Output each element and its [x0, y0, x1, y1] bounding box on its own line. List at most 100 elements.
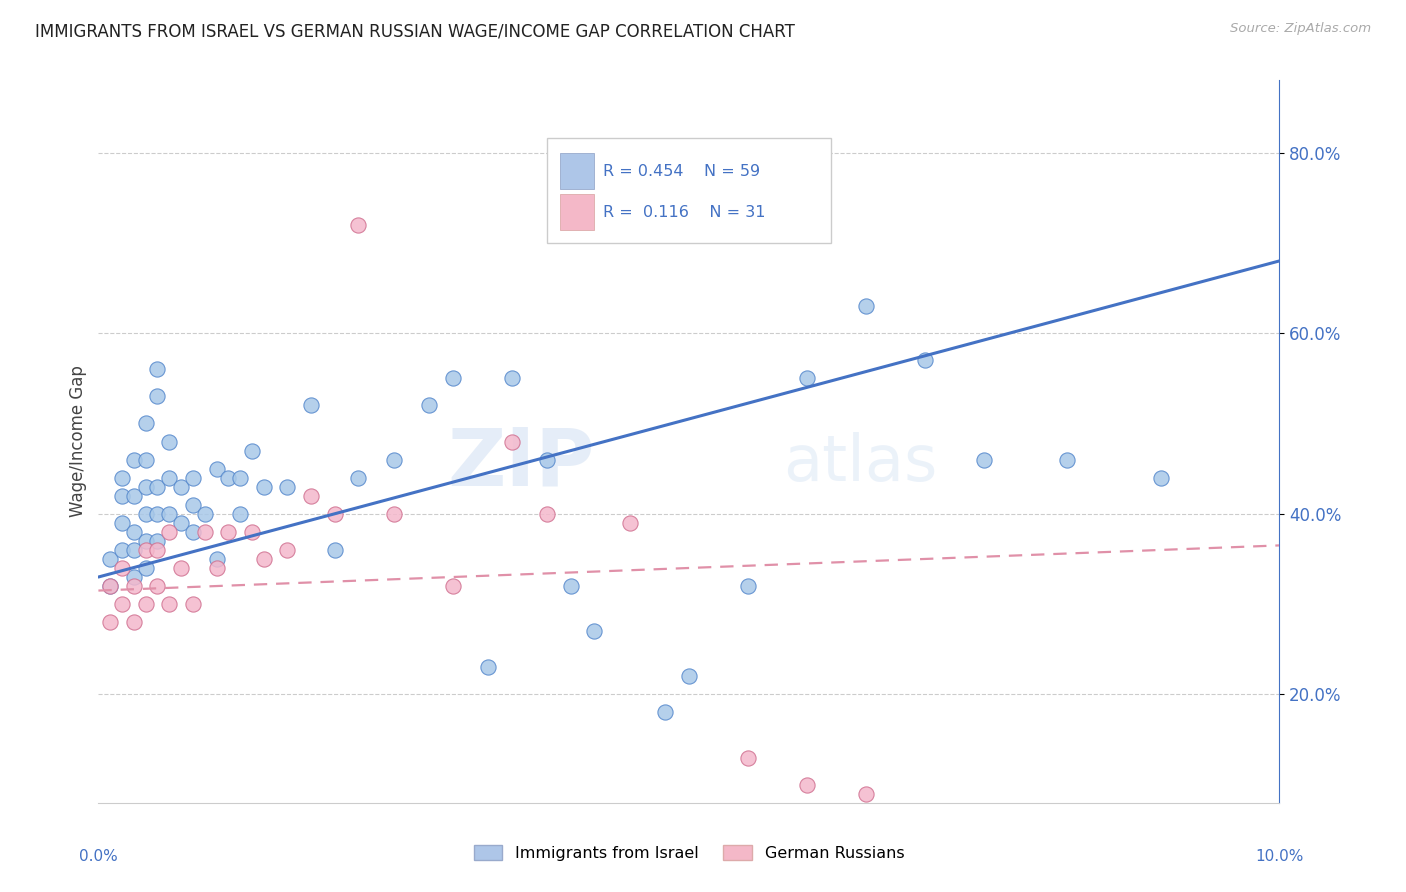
Point	[181, 471, 204, 485]
Point	[347, 218, 370, 232]
Point	[98, 615, 121, 630]
Point	[157, 597, 180, 611]
Point	[111, 489, 134, 503]
Point	[146, 533, 169, 548]
Point	[276, 480, 298, 494]
Point	[111, 597, 134, 611]
Point	[253, 552, 276, 566]
Point	[276, 542, 298, 557]
Point	[98, 579, 121, 593]
Point	[855, 787, 877, 801]
FancyBboxPatch shape	[560, 153, 595, 189]
Point	[382, 452, 405, 467]
Point	[441, 579, 464, 593]
Point	[170, 561, 193, 575]
Point	[146, 579, 169, 593]
Text: ZIP: ZIP	[447, 425, 595, 502]
Point	[111, 516, 134, 530]
Point	[157, 507, 180, 521]
Point	[170, 480, 193, 494]
Text: IMMIGRANTS FROM ISRAEL VS GERMAN RUSSIAN WAGE/INCOME GAP CORRELATION CHART: IMMIGRANTS FROM ISRAEL VS GERMAN RUSSIAN…	[35, 22, 794, 40]
Point	[122, 489, 145, 503]
Point	[205, 461, 228, 475]
Point	[737, 579, 759, 593]
Point	[382, 507, 405, 521]
Point	[135, 480, 157, 494]
Point	[323, 542, 346, 557]
Point	[323, 507, 346, 521]
Point	[205, 552, 228, 566]
Point	[501, 434, 523, 449]
Point	[146, 480, 169, 494]
Point	[122, 570, 145, 584]
Point	[347, 471, 370, 485]
Point	[146, 542, 169, 557]
Point	[170, 516, 193, 530]
Point	[1150, 471, 1173, 485]
Point	[240, 443, 263, 458]
Point	[111, 561, 134, 575]
FancyBboxPatch shape	[547, 138, 831, 243]
Point	[111, 542, 134, 557]
Point	[135, 452, 157, 467]
Point	[477, 660, 499, 674]
Point	[253, 480, 276, 494]
Point	[181, 498, 204, 512]
Text: R = 0.454    N = 59: R = 0.454 N = 59	[603, 164, 759, 178]
Point	[229, 507, 252, 521]
Point	[146, 507, 169, 521]
Point	[914, 353, 936, 368]
Text: R =  0.116    N = 31: R = 0.116 N = 31	[603, 205, 765, 220]
Point	[146, 362, 169, 376]
Point	[205, 561, 228, 575]
Point	[135, 542, 157, 557]
Point	[146, 389, 169, 403]
Text: 10.0%: 10.0%	[1256, 849, 1303, 863]
Text: 0.0%: 0.0%	[79, 849, 118, 863]
Point	[654, 706, 676, 720]
Point	[194, 524, 217, 539]
Point	[737, 750, 759, 764]
Point	[135, 561, 157, 575]
Point	[240, 524, 263, 539]
FancyBboxPatch shape	[560, 194, 595, 230]
Point	[217, 524, 239, 539]
Point	[299, 398, 322, 412]
Point	[1056, 452, 1078, 467]
Point	[619, 516, 641, 530]
Point	[678, 669, 700, 683]
Point	[418, 398, 440, 412]
Point	[98, 579, 121, 593]
Point	[973, 452, 995, 467]
Point	[111, 471, 134, 485]
Point	[157, 434, 180, 449]
Point	[135, 507, 157, 521]
Point	[122, 524, 145, 539]
Point	[98, 552, 121, 566]
Point	[536, 507, 558, 521]
Point	[855, 299, 877, 313]
Point	[157, 524, 180, 539]
Point	[217, 471, 239, 485]
Point	[501, 371, 523, 385]
Point	[181, 597, 204, 611]
Point	[299, 489, 322, 503]
Point	[122, 542, 145, 557]
Point	[181, 524, 204, 539]
Legend: Immigrants from Israel, German Russians: Immigrants from Israel, German Russians	[467, 838, 911, 867]
Point	[796, 778, 818, 792]
Point	[135, 417, 157, 431]
Text: atlas: atlas	[783, 433, 938, 494]
Point	[157, 471, 180, 485]
Point	[122, 615, 145, 630]
Text: Source: ZipAtlas.com: Source: ZipAtlas.com	[1230, 22, 1371, 36]
Point	[560, 579, 582, 593]
Point	[441, 371, 464, 385]
Point	[135, 533, 157, 548]
Point	[194, 507, 217, 521]
Point	[122, 579, 145, 593]
Point	[583, 624, 606, 639]
Y-axis label: Wage/Income Gap: Wage/Income Gap	[69, 366, 87, 517]
Point	[536, 452, 558, 467]
Point	[229, 471, 252, 485]
